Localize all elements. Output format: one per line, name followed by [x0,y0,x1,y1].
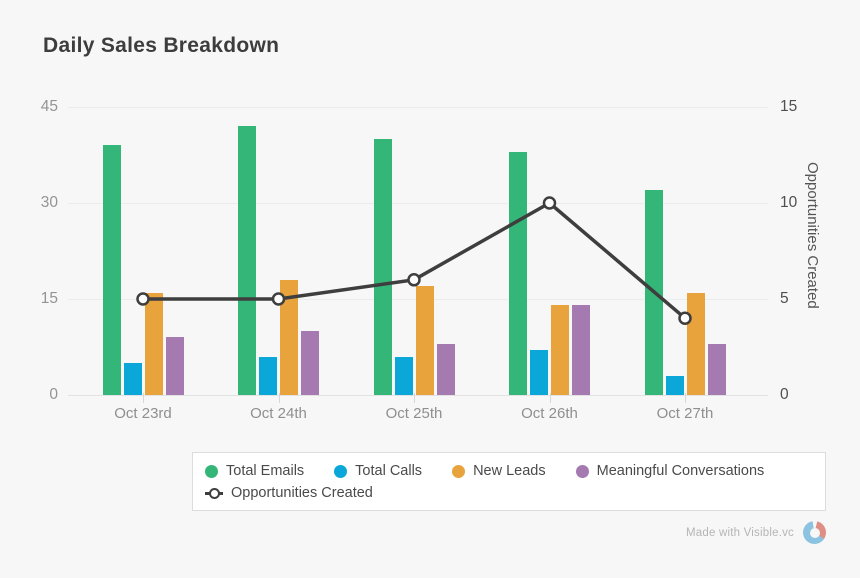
legend-row-line: Opportunities Created [205,482,813,504]
right-axis-tick-10: 10 [780,194,798,211]
left-axis-tick-45: 45 [40,98,58,115]
bar-meaningful-conversations [436,343,455,395]
line-path [143,200,687,320]
legend-item-total-calls: Total Calls [334,463,422,479]
legend-label: New Leads [473,463,546,479]
legend-item-total-emails: Total Emails [205,463,304,479]
x-axis-label: Oct 23rd [114,405,172,422]
legend-item-new-leads: New Leads [452,463,546,479]
bar-meaningful-conversations [165,337,184,395]
left-axis-tick-0: 0 [49,386,58,403]
left-axis-tick-15: 15 [40,290,58,307]
legend-line-marker-icon [205,487,223,500]
bar-meaningful-conversations [707,343,726,395]
legend-label: Total Emails [226,463,305,479]
right-axis-tick-15: 15 [780,98,798,115]
left-axis-tick-30: 30 [40,194,58,211]
legend-item-opportunities-created: Opportunities Created [205,485,373,501]
bar-total-calls [259,356,277,395]
legend-swatch-icon [205,464,218,478]
bar-new-leads [144,292,163,395]
bar-total-emails [238,126,256,395]
bar-total-calls [123,363,142,395]
footer: Made with Visible.vc [686,521,826,544]
x-axis-tick [549,393,551,403]
right-axis-tick-5: 5 [780,290,789,307]
bar-new-leads [280,279,298,395]
legend-label: Opportunities Created [231,485,373,501]
bar-new-leads [415,286,434,395]
bar-total-emails [102,145,121,395]
x-axis-tick [685,393,686,403]
legend-label: Total Calls [355,463,423,479]
x-axis-tick [278,393,280,403]
bar-total-calls [665,375,684,395]
right-axis-title: Opportunities Created [804,162,821,309]
x-axis-label: Oct 25th [385,405,443,422]
bar-meaningful-conversations [301,331,319,395]
x-axis-label: Oct 27th [656,405,714,422]
legend: Total Emails Total Calls New Leads Meaningf… [192,452,826,511]
gridline-30 [68,203,768,204]
gridline-45 [68,107,768,108]
bar-total-calls [394,356,413,395]
bar-total-emails [509,151,527,395]
chart-title: Daily Sales Breakdown [43,34,280,57]
footer-credit: Made with Visible.vc [686,526,794,539]
line-marker [407,273,421,287]
x-axis-tick [414,393,415,403]
legend-swatch-icon [334,464,348,478]
bar-new-leads [551,305,569,395]
bar-total-emails [373,139,392,395]
bar-new-leads [686,292,705,395]
legend-label: Meaningful Conversations [596,463,765,479]
right-axis-tick-0: 0 [780,386,789,403]
legend-item-meaningful-conversations: Meaningful Conversations [575,463,765,479]
bar-total-calls [530,350,548,395]
bar-meaningful-conversations [572,305,590,395]
legend-swatch-icon [575,464,589,478]
legend-row-bars: Total Emails Total Calls New Leads Meaningf… [205,460,813,482]
gridline-0 [68,395,768,396]
legend-swatch-icon [452,464,466,478]
x-axis-label: Oct 24th [250,405,307,422]
x-axis-label: Oct 26th [521,405,578,422]
bar-total-emails [644,190,663,395]
x-axis-tick [143,393,144,403]
donut-chart-icon [803,521,826,544]
